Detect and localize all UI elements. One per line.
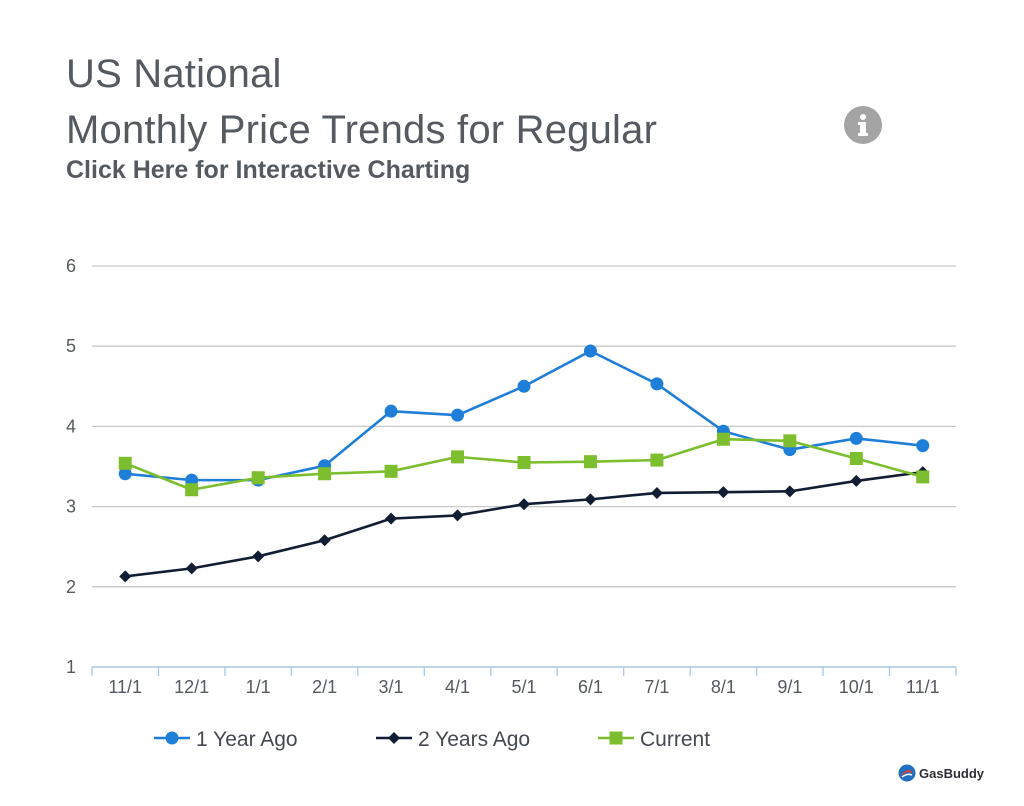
point-2-years-ago — [717, 486, 730, 499]
x-tick-label: 6/1 — [578, 677, 603, 697]
legend-marker-current — [609, 731, 623, 745]
series-layer — [118, 344, 930, 583]
gasbuddy-logo-icon — [898, 764, 916, 782]
gasbuddy-logo-text: GasBuddy — [919, 765, 985, 781]
legend-label-current: Current — [640, 728, 710, 751]
y-tick-label: 1 — [66, 657, 76, 677]
point-current — [583, 455, 597, 469]
point-1-year-ago — [118, 467, 132, 481]
point-current — [650, 453, 664, 467]
point-1-year-ago — [583, 344, 597, 358]
grid-layer: 1 2 3 4 5 6 — [66, 256, 956, 677]
point-current — [783, 434, 797, 448]
x-tick-label: 11/1 — [108, 677, 142, 697]
point-2-years-ago — [385, 512, 398, 525]
y-tick-label: 5 — [66, 336, 76, 356]
point-current — [849, 451, 863, 465]
point-2-years-ago — [185, 562, 198, 575]
point-1-year-ago — [916, 439, 930, 453]
x-axis: 11/1 12/1 1/1 2/1 3/1 4/1 5/1 6/1 7/1 8/1 9/1 10/1 1… — [91, 666, 957, 697]
point-2-years-ago — [650, 486, 663, 499]
info-icon[interactable] — [844, 106, 882, 144]
point-1-year-ago — [650, 377, 664, 391]
point-current — [451, 450, 465, 464]
point-2-years-ago — [318, 534, 331, 547]
y-tick-label: 6 — [66, 256, 76, 276]
point-2-years-ago — [850, 474, 863, 487]
x-tick-label: 1/1 — [246, 677, 271, 697]
y-tick-label: 2 — [66, 577, 76, 597]
y-tick-label: 4 — [66, 416, 76, 436]
point-1-year-ago — [849, 431, 863, 445]
point-current — [185, 483, 199, 497]
x-tick-label: 7/1 — [644, 677, 669, 697]
title-line-1: US National — [66, 52, 282, 96]
point-2-years-ago — [119, 570, 132, 583]
gasbuddy-logo: GasBuddy — [898, 764, 984, 782]
point-current — [318, 467, 332, 481]
point-2-years-ago — [783, 485, 796, 498]
point-2-years-ago — [518, 498, 530, 511]
legend-label-2-years-ago: 2 Years Ago — [418, 728, 530, 751]
point-current — [916, 470, 930, 484]
x-tick-label: 10/1 — [839, 677, 874, 697]
y-tick-label: 3 — [66, 497, 76, 517]
title-line-2: Monthly Price Trends for Regular — [66, 108, 658, 152]
point-1-year-ago — [384, 404, 398, 418]
x-tick-label: 9/1 — [777, 677, 802, 697]
chart-title: US National Monthly Price Trends for Reg… — [66, 46, 657, 158]
x-tick-label: 4/1 — [445, 677, 470, 697]
point-current — [517, 455, 531, 469]
x-tick-label: 3/1 — [379, 677, 404, 697]
legend-marker-2-years-ago — [388, 732, 400, 744]
legend: 1 Year Ago 2 Years Ago Current — [154, 728, 710, 751]
point-1-year-ago — [517, 379, 531, 393]
point-current — [716, 432, 730, 446]
series-line-2-years-ago — [125, 470, 923, 578]
point-2-years-ago — [451, 509, 464, 522]
x-tick-label: 2/1 — [312, 677, 337, 697]
point-current — [118, 456, 132, 470]
point-2-years-ago — [252, 550, 265, 563]
x-tick-label: 11/1 — [906, 677, 940, 697]
x-tick-label: 5/1 — [511, 677, 536, 697]
point-1-year-ago — [451, 408, 465, 422]
legend-label-1-year-ago: 1 Year Ago — [196, 728, 298, 751]
interactive-charting-link[interactable]: Click Here for Interactive Charting — [66, 156, 471, 184]
point-current — [384, 464, 398, 478]
point-current — [251, 471, 265, 485]
point-2-years-ago — [584, 493, 597, 506]
legend-marker-1-year-ago — [165, 731, 179, 745]
x-tick-label: 12/1 — [174, 677, 209, 697]
x-tick-label: 8/1 — [711, 677, 736, 697]
